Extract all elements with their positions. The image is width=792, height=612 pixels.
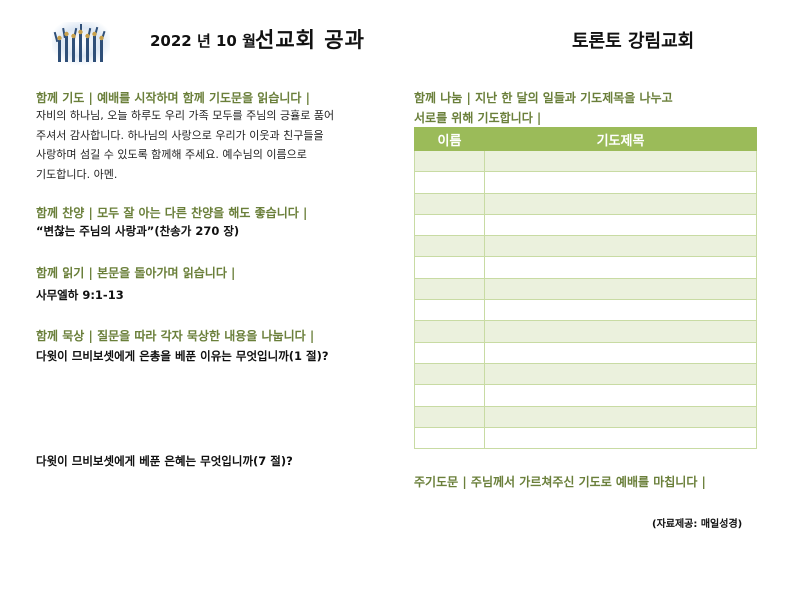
prayer-cell[interactable] [484,405,757,428]
prayer-cell[interactable] [484,277,757,301]
name-cell[interactable] [414,426,485,450]
table-row [414,384,757,407]
prayer-cell[interactable] [484,192,757,215]
meditation-heading: 함께 묵상 | 질문을 따라 각자 묵상한 내용을 나눕니다 | [36,329,315,343]
name-cell[interactable] [414,341,485,364]
prayer-cell[interactable] [484,256,757,279]
header-date: 2022 년 10 월 [150,32,256,50]
page-title: 선교회 공과 [255,28,365,52]
sharing-heading-line2: 서로를 위해 기도합니다 | [414,111,542,125]
table-row [414,171,757,194]
name-cell[interactable] [414,149,485,173]
name-cell[interactable] [414,235,485,258]
name-cell[interactable] [414,256,485,279]
prayer-line: 기도합니다. 아멘. [36,167,118,181]
table-row [414,341,757,364]
source-credit: (자료제공: 매일성경) [652,519,743,530]
name-cell[interactable] [414,405,485,428]
name-cell[interactable] [414,299,485,322]
table-row [414,235,757,258]
prayer-cell[interactable] [484,149,757,173]
logo-image [52,22,110,66]
prayer-cell[interactable] [484,299,757,322]
reading-heading: 함께 읽기 | 본문을 돌아가며 읽습니다 | [36,266,236,280]
name-cell[interactable] [414,320,485,343]
column-header-prayer: 기도제목 [484,127,757,151]
meditation-question-2: 다윗이 므비보셋에게 베푼 은혜는 무엇입니까(7 절)? [36,454,293,468]
name-cell[interactable] [414,213,485,237]
name-cell[interactable] [414,384,485,407]
prayer-request-table: 이름 기도제목 [414,127,757,450]
prayer-cell[interactable] [484,426,757,450]
table-body [414,149,757,450]
prayer-cell[interactable] [484,362,757,386]
table-header-row: 이름 기도제목 [414,127,757,151]
table-row [414,320,757,343]
prayer-line: 주셔서 감사합니다. 하나님의 사랑으로 우리가 이웃과 친구들을 [36,128,324,142]
prayer-cell[interactable] [484,235,757,258]
church-name: 토론토 강림교회 [572,31,695,52]
prayer-cell[interactable] [484,341,757,364]
prayer-cell[interactable] [484,384,757,407]
prayer-cell[interactable] [484,320,757,343]
table-row [414,192,757,215]
prayer-text: 자비의 하나님, 오늘 하루도 우리 가족 모두를 주님의 긍휼로 품어 주셔서… [36,106,334,184]
praise-heading: 함께 찬양 | 모두 잘 아는 다른 찬양을 해도 좋습니다 | [36,206,308,220]
meditation-question-1: 다윗이 므비보셋에게 은총을 베푼 이유는 무엇입니까(1 절)? [36,349,329,363]
column-header-name: 이름 [414,127,485,151]
name-cell[interactable] [414,362,485,386]
table-row [414,256,757,279]
table-row [414,405,757,428]
prayer-heading: 함께 기도 | 예배를 시작하며 함께 기도문을 읽습니다 | [36,91,311,105]
closing-heading: 주기도문 | 주님께서 가르쳐주신 기도로 예배를 마칩니다 | [414,475,706,489]
sharing-heading-line1: 함께 나눔 | 지난 한 달의 일들과 기도제목을 나누고 [414,91,673,105]
reading-passage: 사무엘하 9:1-13 [36,288,124,302]
name-cell[interactable] [414,192,485,215]
name-cell[interactable] [414,277,485,301]
table-row [414,426,757,450]
table-row [414,362,757,386]
table-row [414,299,757,322]
prayer-cell[interactable] [484,171,757,194]
prayer-line: 사랑하며 섬길 수 있도록 함께해 주세요. 예수님의 이름으로 [36,148,307,161]
table-row [414,149,757,173]
prayer-line: 자비의 하나님, 오늘 하루도 우리 가족 모두를 주님의 긍휼로 품어 [36,109,335,122]
name-cell[interactable] [414,171,485,194]
praise-song: “변찮는 주님의 사랑과”(찬송가 270 장) [36,224,240,238]
table-row [414,277,757,301]
table-row [414,213,757,237]
prayer-cell[interactable] [484,213,757,237]
